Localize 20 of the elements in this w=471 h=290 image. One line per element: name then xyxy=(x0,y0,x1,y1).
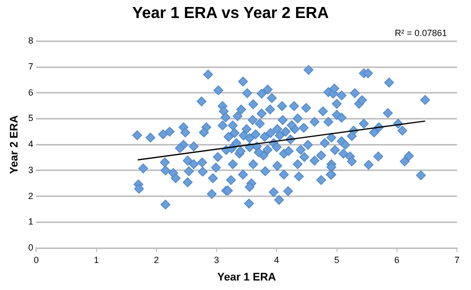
chart-title: Year 1 ERA vs Year 2 ERA xyxy=(132,5,330,22)
y-tick-label: 2 xyxy=(28,190,34,201)
x-tick-label: 2 xyxy=(154,254,159,265)
y-tick-label: 6 xyxy=(28,87,34,98)
text: R² = 0.07861 xyxy=(394,28,447,38)
x-tick-label: 4 xyxy=(274,254,280,265)
y-tick-label: 8 xyxy=(28,36,34,46)
x-tick-label: 1 xyxy=(94,254,99,265)
y-tick-label: 0 xyxy=(28,242,34,252)
x-tick-label: 5 xyxy=(334,254,340,265)
y-tick-label: 1 xyxy=(28,216,34,227)
x-tick-label: 6 xyxy=(394,254,400,265)
y-axis-title: Year 2 ERA xyxy=(8,115,21,174)
y-tick-label: 3 xyxy=(28,164,34,175)
x-tick-label: 3 xyxy=(214,254,220,265)
y-tick-label: 4 xyxy=(28,139,34,150)
y-tick-label: 7 xyxy=(28,62,34,72)
x-axis-title: Year 1 ERA xyxy=(217,271,276,284)
y-tick-label: 5 xyxy=(28,113,34,124)
x-tick-label: 7 xyxy=(454,254,460,265)
